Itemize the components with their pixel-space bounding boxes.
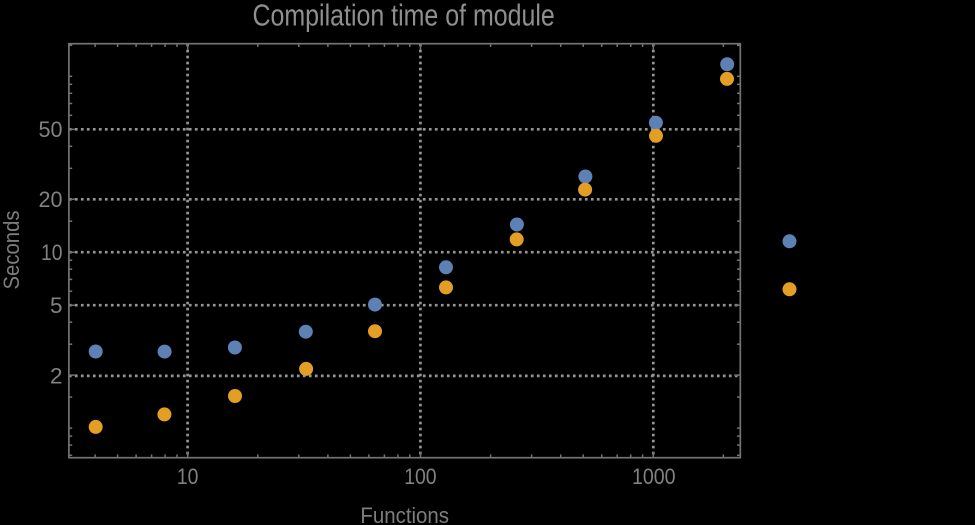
svg-text:50: 50 bbox=[39, 117, 63, 142]
svg-text:10: 10 bbox=[41, 240, 63, 265]
svg-text:Compilation time of module: Compilation time of module bbox=[253, 0, 555, 33]
svg-text:5: 5 bbox=[50, 293, 63, 318]
svg-text:Seconds: Seconds bbox=[0, 211, 24, 290]
svg-text:20: 20 bbox=[39, 187, 63, 212]
svg-text:1000: 1000 bbox=[632, 464, 676, 489]
svg-text:100: 100 bbox=[404, 464, 436, 489]
svg-text:10: 10 bbox=[177, 464, 199, 489]
svg-text:2: 2 bbox=[50, 364, 63, 389]
svg-text:Functions: Functions bbox=[360, 503, 449, 525]
